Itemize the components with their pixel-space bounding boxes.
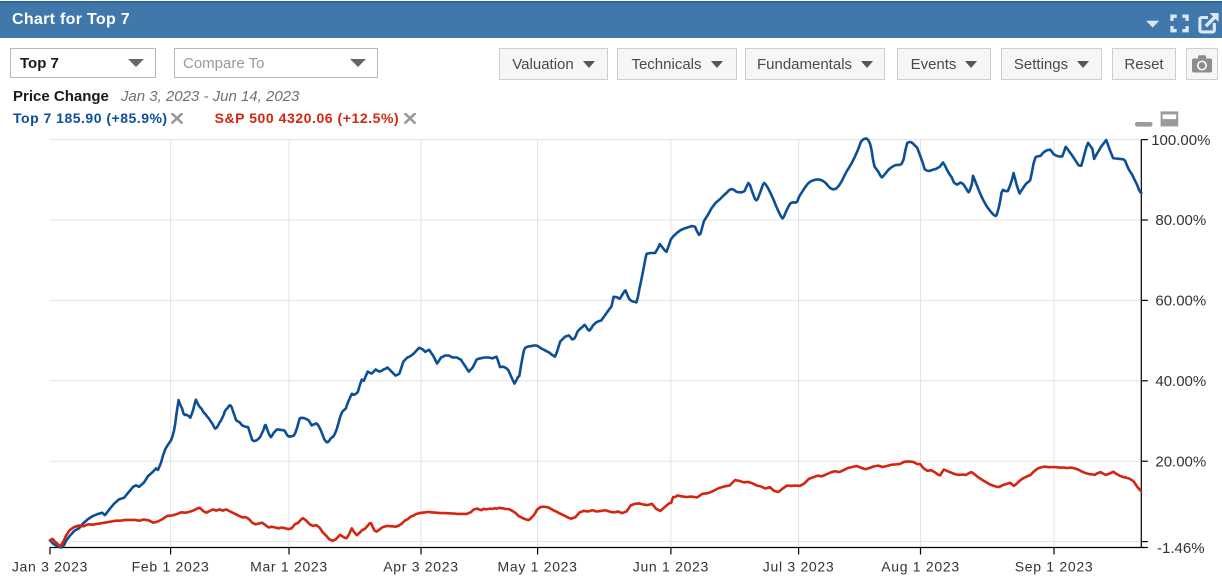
svg-text:Mar 1 2023: Mar 1 2023 [250, 559, 328, 575]
svg-text:Aug 1 2023: Aug 1 2023 [881, 559, 960, 575]
svg-text:100.00%: 100.00% [1151, 132, 1210, 149]
svg-text:Jun 1 2023: Jun 1 2023 [633, 559, 709, 575]
svg-text:60.00%: 60.00% [1155, 293, 1206, 310]
svg-text:20.00%: 20.00% [1155, 453, 1206, 470]
svg-text:May 1 2023: May 1 2023 [498, 559, 578, 575]
svg-text:-1.46%: -1.46% [1157, 540, 1205, 557]
svg-text:Jan 3 2023: Jan 3 2023 [12, 559, 88, 575]
svg-text:Apr 3 2023: Apr 3 2023 [383, 559, 459, 575]
svg-text:Jul 3 2023: Jul 3 2023 [763, 559, 835, 575]
svg-text:40.00%: 40.00% [1155, 373, 1206, 390]
svg-text:Sep 1 2023: Sep 1 2023 [1015, 559, 1094, 575]
svg-text:80.00%: 80.00% [1155, 212, 1206, 229]
svg-text:Feb 1 2023: Feb 1 2023 [132, 559, 210, 575]
